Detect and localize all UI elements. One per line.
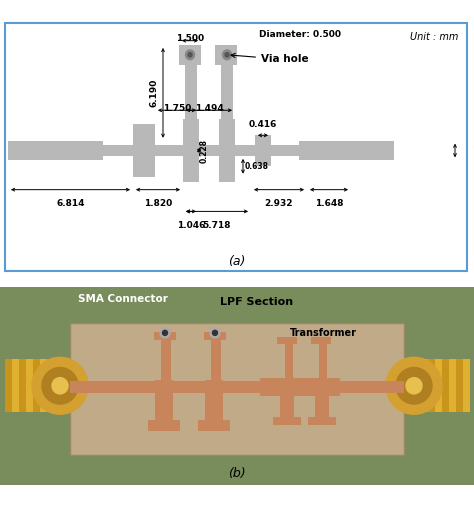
Circle shape bbox=[163, 330, 167, 336]
Bar bbox=[185, 65, 197, 119]
Bar bbox=[421, 359, 428, 412]
Circle shape bbox=[52, 377, 68, 394]
Bar bbox=[285, 340, 293, 381]
Bar bbox=[442, 359, 449, 412]
Text: 1.280: 1.280 bbox=[472, 146, 474, 155]
Circle shape bbox=[396, 367, 432, 404]
Text: LPF Section: LPF Section bbox=[220, 297, 293, 307]
Text: (a): (a) bbox=[228, 255, 246, 268]
Bar bbox=[260, 377, 340, 396]
Text: 6.190: 6.190 bbox=[150, 79, 159, 107]
Bar bbox=[161, 335, 171, 381]
Circle shape bbox=[225, 53, 229, 57]
Bar bbox=[277, 337, 297, 344]
Bar bbox=[19, 359, 26, 412]
Text: Via hole: Via hole bbox=[231, 53, 309, 64]
Circle shape bbox=[222, 50, 231, 60]
Bar bbox=[219, 119, 235, 182]
Bar bbox=[299, 141, 394, 160]
Bar bbox=[198, 420, 230, 431]
Circle shape bbox=[212, 330, 218, 336]
Bar bbox=[311, 337, 331, 344]
Bar bbox=[255, 135, 271, 166]
Bar bbox=[155, 379, 173, 424]
Text: 1.648: 1.648 bbox=[315, 199, 343, 208]
Bar bbox=[215, 45, 237, 65]
Bar bbox=[133, 124, 155, 176]
Text: 1.500: 1.500 bbox=[176, 34, 204, 43]
Bar bbox=[70, 323, 404, 455]
Bar bbox=[308, 417, 336, 425]
Bar bbox=[319, 340, 327, 381]
Text: SMA Connector: SMA Connector bbox=[78, 294, 168, 304]
Bar bbox=[199, 145, 219, 156]
Circle shape bbox=[185, 50, 194, 60]
Text: Transformer: Transformer bbox=[290, 328, 357, 338]
Circle shape bbox=[160, 328, 170, 338]
Circle shape bbox=[210, 328, 220, 338]
Bar bbox=[280, 381, 294, 419]
Bar bbox=[183, 119, 199, 182]
Circle shape bbox=[188, 53, 192, 57]
Bar bbox=[148, 420, 180, 431]
Bar bbox=[271, 145, 299, 156]
Text: (b): (b) bbox=[228, 467, 246, 480]
Text: 0.228: 0.228 bbox=[200, 138, 209, 162]
Bar bbox=[179, 45, 201, 65]
Bar bbox=[8, 141, 103, 160]
Bar bbox=[54, 359, 61, 412]
Text: Unit : mm: Unit : mm bbox=[410, 32, 458, 42]
Circle shape bbox=[42, 367, 78, 404]
Bar bbox=[428, 359, 435, 412]
Bar bbox=[26, 359, 33, 412]
Circle shape bbox=[406, 377, 422, 394]
Text: 1.750: 1.750 bbox=[163, 104, 191, 113]
Text: 0.416: 0.416 bbox=[249, 120, 277, 129]
Bar bbox=[205, 379, 223, 424]
Text: 1.820: 1.820 bbox=[144, 199, 172, 208]
Text: 0.638: 0.638 bbox=[245, 162, 269, 171]
Text: 1.494: 1.494 bbox=[195, 104, 223, 113]
Text: 6.814: 6.814 bbox=[56, 199, 85, 208]
Text: Diameter: 0.500: Diameter: 0.500 bbox=[259, 30, 341, 39]
Text: 2.932: 2.932 bbox=[265, 199, 293, 208]
Bar bbox=[47, 359, 54, 412]
Text: 5.718: 5.718 bbox=[203, 221, 231, 230]
Bar bbox=[315, 381, 329, 419]
Bar bbox=[5, 359, 12, 412]
Bar bbox=[435, 359, 442, 412]
Bar bbox=[211, 335, 221, 381]
Bar bbox=[456, 359, 463, 412]
Circle shape bbox=[32, 357, 88, 414]
Text: 1.046: 1.046 bbox=[177, 221, 205, 230]
Bar bbox=[155, 145, 183, 156]
Bar bbox=[103, 145, 133, 156]
Bar bbox=[40, 359, 47, 412]
Bar bbox=[221, 65, 233, 119]
Bar bbox=[235, 145, 255, 156]
Circle shape bbox=[386, 357, 442, 414]
Bar bbox=[204, 332, 226, 340]
Bar bbox=[273, 417, 301, 425]
Bar bbox=[449, 359, 456, 412]
Bar bbox=[463, 359, 470, 412]
Bar bbox=[70, 381, 404, 393]
Bar bbox=[414, 359, 421, 412]
Bar bbox=[154, 332, 176, 340]
Bar bbox=[33, 359, 40, 412]
Bar bbox=[12, 359, 19, 412]
